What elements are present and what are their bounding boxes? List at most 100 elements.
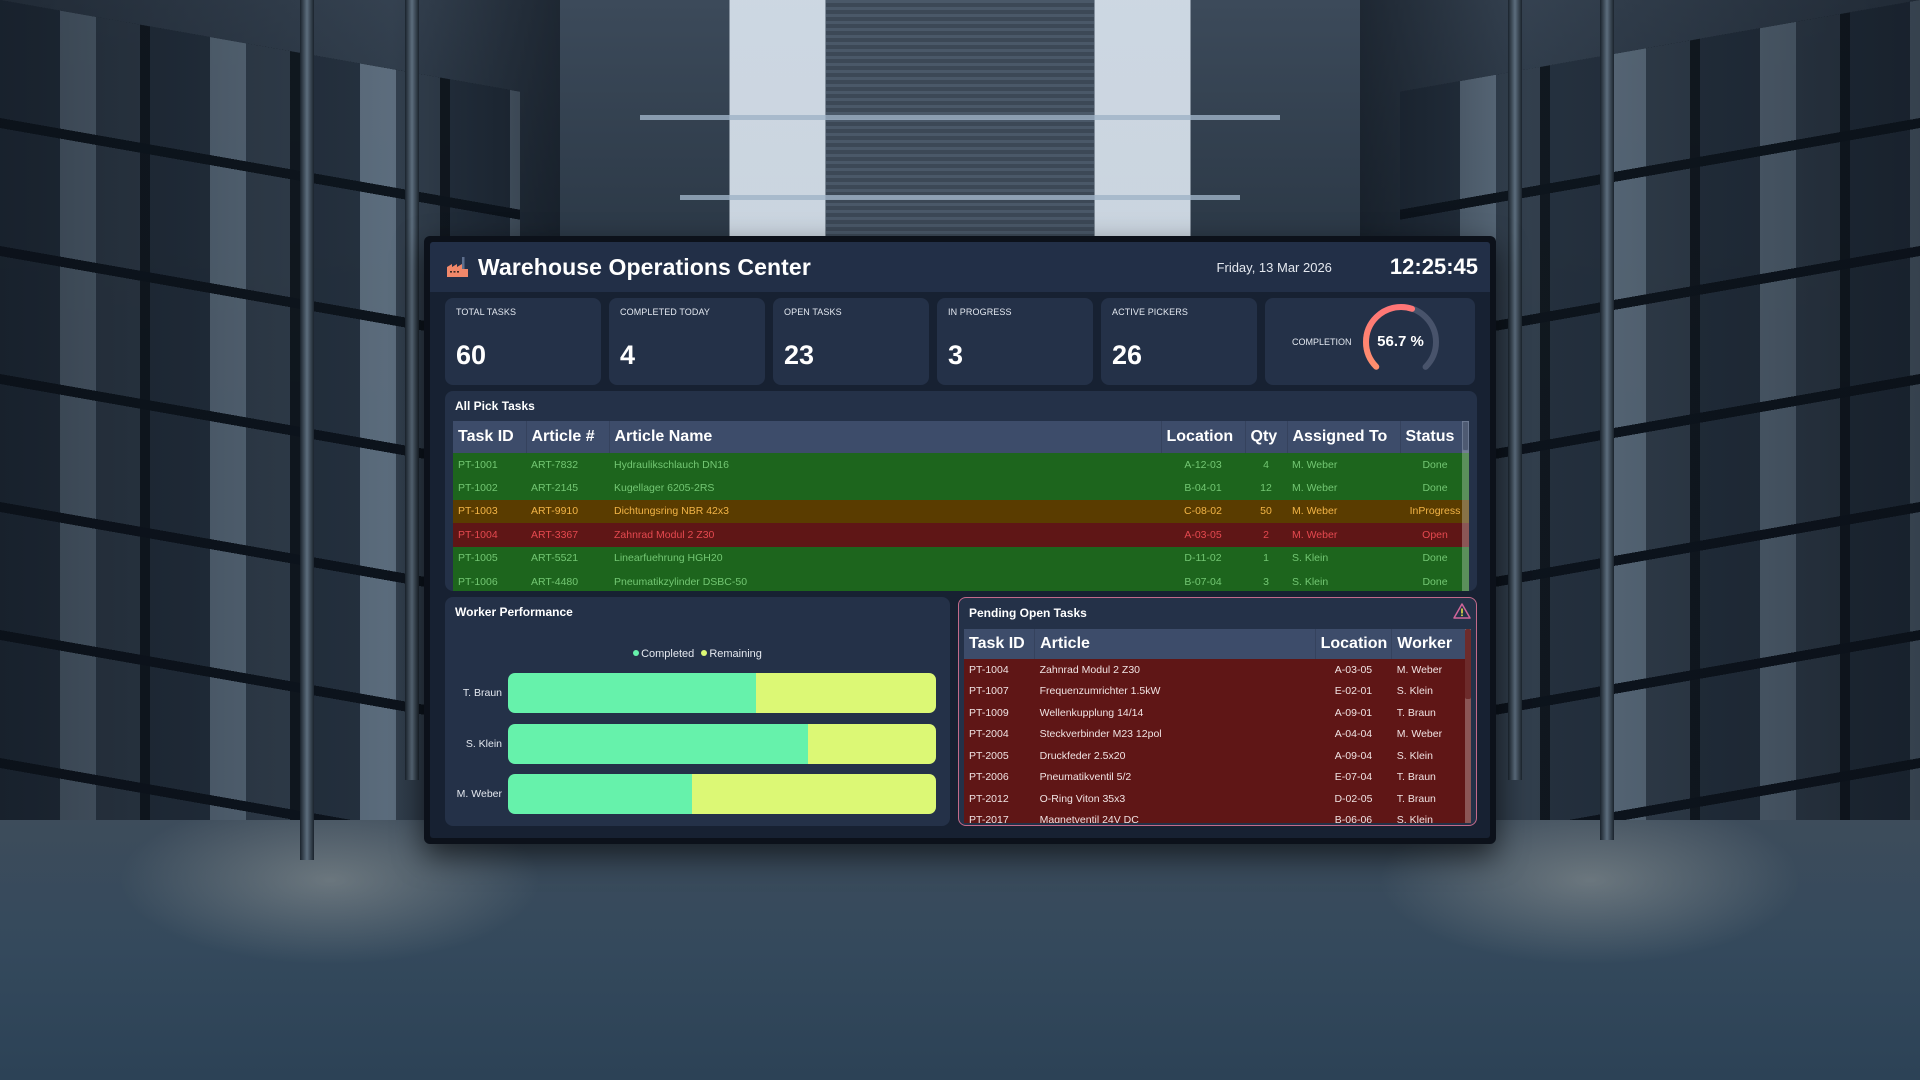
kpi-label: COMPLETED TODAY bbox=[620, 307, 711, 317]
column-header-article-name[interactable]: Article Name bbox=[609, 421, 1162, 453]
column-header-status[interactable]: Status bbox=[1400, 421, 1469, 453]
article-name: Dichtungsring NBR 42x3 bbox=[609, 499, 1161, 524]
table-row[interactable]: PT-1001 ART-7832 Hydraulikschlauch DN16 … bbox=[453, 453, 1469, 477]
location: A-09-04 bbox=[1315, 745, 1392, 767]
bar-completed bbox=[508, 774, 693, 814]
current-time: 12:25:45 bbox=[1389, 254, 1478, 279]
assigned-to: S. Klein bbox=[1287, 546, 1400, 570]
pending-table-container[interactable]: Task ID Article Location Worker PT-1004 … bbox=[964, 629, 1471, 823]
location: B-06-06 bbox=[1315, 809, 1392, 823]
scrollbar-thumb[interactable] bbox=[1462, 421, 1469, 451]
article-name: Kugellager 6205-2RS bbox=[609, 476, 1161, 500]
kpi-active-pickers: ACTIVE PICKERS 26 bbox=[1101, 298, 1257, 385]
task-id: PT-1003 bbox=[453, 499, 526, 524]
assigned-to: M. Weber bbox=[1287, 523, 1400, 547]
task-id: PT-2004 bbox=[964, 723, 1035, 745]
page-title: Warehouse Operations Center bbox=[478, 253, 811, 280]
worker-bar-row: S. Klein bbox=[445, 724, 936, 764]
article: Pneumatikventil 5/2 bbox=[1034, 766, 1316, 788]
worker-bar[interactable] bbox=[508, 724, 936, 764]
table-row[interactable]: PT-2017 Magnetventil 24V DC B-06-06 S. K… bbox=[964, 809, 1471, 823]
pick-tasks-scrollbar[interactable] bbox=[1462, 421, 1469, 591]
task-id: PT-1009 bbox=[964, 702, 1035, 724]
worker: M. Weber bbox=[1391, 659, 1471, 681]
kpi-label: IN PROGRESS bbox=[948, 307, 1012, 317]
table-row[interactable]: PT-1004 ART-3367 Zahnrad Modul 2 Z30 A-0… bbox=[453, 523, 1469, 547]
assigned-to: M. Weber bbox=[1287, 499, 1400, 524]
article-name: Linearfuehrung HGH20 bbox=[609, 546, 1161, 570]
table-row[interactable]: PT-1009 Wellenkupplung 14/14 A-09-01 T. … bbox=[964, 702, 1471, 724]
ceiling-beam bbox=[680, 195, 1240, 200]
column-header-qty[interactable]: Qty bbox=[1245, 421, 1288, 453]
kpi-completed-today: COMPLETED TODAY 4 bbox=[609, 298, 765, 385]
table-row[interactable]: PT-1002 ART-2145 Kugellager 6205-2RS B-0… bbox=[453, 476, 1469, 500]
table-row[interactable]: PT-1007 Frequenzumrichter 1.5kW E-02-01 … bbox=[964, 680, 1471, 702]
qty: 3 bbox=[1245, 569, 1287, 591]
rack-post bbox=[1508, 0, 1522, 780]
qty: 4 bbox=[1245, 453, 1287, 477]
gauge-arc bbox=[1362, 303, 1439, 380]
location: C-08-02 bbox=[1161, 499, 1245, 524]
article-number: ART-7832 bbox=[526, 453, 609, 477]
status: InProgress bbox=[1400, 499, 1469, 524]
worker: T. Braun bbox=[1391, 788, 1471, 810]
legend-label-completed: Completed bbox=[641, 648, 695, 660]
column-header-article-number[interactable]: Article # bbox=[526, 421, 610, 453]
kpi-completion-gauge: COMPLETION 56.7 % bbox=[1265, 298, 1475, 385]
column-header-assigned-to[interactable]: Assigned To bbox=[1287, 421, 1401, 453]
location: B-07-04 bbox=[1161, 569, 1245, 591]
table-row[interactable]: PT-2004 Steckverbinder M23 12pol A-04-04… bbox=[964, 723, 1471, 745]
table-row[interactable]: PT-1004 Zahnrad Modul 2 Z30 A-03-05 M. W… bbox=[964, 659, 1471, 681]
bar-remaining bbox=[692, 774, 936, 814]
worker-bar[interactable] bbox=[508, 774, 936, 814]
article-number: ART-9910 bbox=[526, 499, 609, 524]
article: Zahnrad Modul 2 Z30 bbox=[1034, 659, 1316, 681]
column-header-location[interactable]: Location bbox=[1161, 421, 1246, 453]
scrollbar-thumb[interactable] bbox=[1465, 629, 1471, 699]
status: Open bbox=[1400, 523, 1469, 547]
column-header-article[interactable]: Article bbox=[1034, 629, 1316, 659]
legend-dot-completed bbox=[633, 650, 640, 656]
column-header-task-id[interactable]: Task ID bbox=[453, 421, 527, 453]
column-header-location[interactable]: Location bbox=[1315, 629, 1393, 659]
display-monitor: Warehouse Operations Center Friday, 13 M… bbox=[424, 236, 1496, 844]
warehouse-floor bbox=[0, 820, 1920, 1080]
legend-label-remaining: Remaining bbox=[709, 648, 762, 660]
task-id: PT-1004 bbox=[964, 659, 1035, 681]
rack-post bbox=[300, 0, 314, 860]
article-number: ART-2145 bbox=[526, 476, 609, 500]
worker: S. Klein bbox=[1391, 745, 1471, 767]
article: O-Ring Viton 35x3 bbox=[1034, 788, 1316, 810]
kpi-value: 23 bbox=[784, 340, 815, 370]
kpi-in-progress: IN PROGRESS 3 bbox=[937, 298, 1093, 385]
column-header-worker[interactable]: Worker bbox=[1391, 629, 1471, 659]
completion-gauge: 56.7 % bbox=[1360, 301, 1442, 383]
location: E-02-01 bbox=[1315, 680, 1392, 702]
task-id: PT-1001 bbox=[453, 453, 526, 477]
kpi-value: 4 bbox=[620, 340, 636, 370]
location: B-04-01 bbox=[1161, 476, 1245, 500]
rack-post bbox=[405, 0, 419, 780]
factory-icon bbox=[447, 257, 468, 277]
worker: S. Klein bbox=[1391, 809, 1471, 823]
worker-bar[interactable] bbox=[508, 673, 936, 713]
column-header-task-id[interactable]: Task ID bbox=[964, 629, 1036, 659]
article: Druckfeder 2.5x20 bbox=[1034, 745, 1316, 767]
legend-dot-remaining bbox=[701, 650, 708, 656]
table-row[interactable]: PT-2006 Pneumatikventil 5/2 E-07-04 T. B… bbox=[964, 766, 1471, 788]
panel-title: All Pick Tasks bbox=[455, 399, 535, 413]
task-id: PT-1004 bbox=[453, 523, 526, 547]
pending-open-tasks-panel: Pending Open Tasks Task ID Article Locat… bbox=[958, 597, 1477, 826]
table-row[interactable]: PT-1005 ART-5521 Linearfuehrung HGH20 D-… bbox=[453, 546, 1469, 570]
table-row[interactable]: PT-1003 ART-9910 Dichtungsring NBR 42x3 … bbox=[453, 499, 1469, 524]
table-row[interactable]: PT-2012 O-Ring Viton 35x3 D-02-05 T. Bra… bbox=[964, 788, 1471, 810]
qty: 2 bbox=[1245, 523, 1287, 547]
pending-scrollbar[interactable] bbox=[1465, 629, 1471, 823]
qty: 1 bbox=[1245, 546, 1287, 570]
table-row[interactable]: PT-2005 Druckfeder 2.5x20 A-09-04 S. Kle… bbox=[964, 745, 1471, 767]
table-row[interactable]: PT-1006 ART-4480 Pneumatikzylinder DSBC-… bbox=[453, 569, 1469, 591]
worker: S. Klein bbox=[1391, 680, 1471, 702]
worker-performance-panel: Worker Performance Completed Remaining T… bbox=[445, 597, 950, 826]
pick-tasks-table-container[interactable]: Task ID Article # Article Name Location … bbox=[453, 421, 1469, 591]
worker-name: M. Weber bbox=[456, 788, 502, 800]
